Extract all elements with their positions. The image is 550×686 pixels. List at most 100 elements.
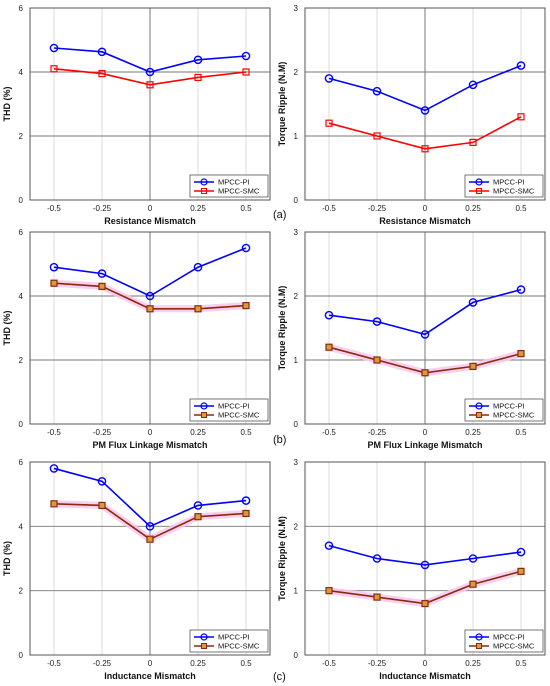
- data-point-mpcc-pi: [516, 61, 526, 70]
- legend-label: MPCC-PI: [218, 402, 250, 411]
- x-tick-label: 0.5: [240, 428, 252, 437]
- x-tick-label: 0: [148, 204, 153, 213]
- data-point-mpcc-smc: [517, 350, 525, 358]
- y-axis-label: Torque Ripple (N.M): [277, 62, 287, 147]
- legend-label: MPCC-PI: [218, 178, 250, 187]
- legend-marker-square: [201, 643, 207, 649]
- x-tick-label: 0.25: [190, 659, 206, 668]
- y-axis-label: THD (%): [2, 87, 12, 122]
- data-point-mpcc-pi: [372, 317, 382, 326]
- x-tick-label: -0.5: [47, 659, 61, 668]
- chart-panel-a-thd: 0 2 4 6 -0.5 -0.25 0 0.25 0.5 Resistance Mismatch…: [2, 4, 271, 226]
- x-axis-label: Inductance Mismatch: [104, 671, 196, 681]
- y-axis-label: Torque Ripple (N.M): [277, 286, 287, 371]
- legend-label: MPCC-SMC: [493, 411, 535, 420]
- y-tick-label: 2: [19, 356, 24, 365]
- x-tick-label: 0.5: [240, 659, 252, 668]
- legend-marker-square: [476, 643, 482, 649]
- x-tick-label: -0.25: [368, 204, 387, 213]
- y-tick-label: 6: [19, 4, 24, 13]
- chart-panel-c-ripple: 0 1 2 3 -0.5 -0.25 0 0.25 0.5 Inductance Mismatch…: [277, 458, 546, 681]
- x-tick-label: 0.5: [515, 204, 527, 213]
- data-point-mpcc-smc: [373, 132, 381, 140]
- series-line-mpcc-smc: [328, 116, 522, 150]
- data-point-mpcc-pi: [468, 554, 478, 563]
- x-tick-label: 0: [423, 659, 428, 668]
- chart-panel-b-thd: 0 2 4 6 -0.5 -0.25 0 0.25 0.5 PM Flux Linkage Mis…: [2, 228, 271, 450]
- x-tick-label: 0.5: [515, 428, 527, 437]
- data-point-mpcc-pi: [241, 51, 251, 61]
- y-tick-label: 3: [294, 4, 299, 13]
- data-point-mpcc-pi: [97, 269, 107, 278]
- series-line-mpcc-pi: [328, 544, 522, 566]
- y-tick-label: 1: [294, 356, 299, 365]
- y-tick-label: 2: [294, 292, 299, 301]
- x-tick-label: 0.25: [190, 428, 206, 437]
- legend-marker-square: [476, 188, 482, 194]
- y-tick-label: 2: [19, 587, 24, 596]
- data-point-mpcc-pi: [324, 310, 334, 320]
- x-tick-label: 0: [423, 204, 428, 213]
- data-point-mpcc-smc: [50, 279, 58, 287]
- plot-frame: [29, 461, 271, 656]
- data-point-mpcc-smc: [98, 282, 106, 290]
- series-line-mpcc-pi: [53, 467, 247, 528]
- y-tick-label: 6: [19, 458, 24, 467]
- x-tick-label: -0.25: [368, 428, 387, 437]
- y-tick-label: 6: [19, 228, 24, 237]
- data-point-mpcc-pi: [193, 262, 203, 272]
- legend-marker-circle: [200, 402, 208, 410]
- data-point-mpcc-smc: [469, 362, 477, 370]
- legend-marker-circle: [200, 178, 208, 186]
- x-tick-label: 0.25: [190, 204, 206, 213]
- x-tick-label: -0.5: [322, 204, 336, 213]
- y-tick-label: 4: [19, 68, 24, 77]
- data-point-mpcc-smc: [146, 81, 154, 89]
- series-line-mpcc-pi: [53, 47, 247, 73]
- data-point-mpcc-pi: [193, 55, 203, 65]
- data-point-mpcc-pi: [241, 243, 251, 253]
- data-point-mpcc-pi: [97, 47, 107, 57]
- data-point-mpcc-smc: [242, 302, 250, 310]
- x-axis-label: Resistance Mismatch: [104, 216, 196, 226]
- plot-frame: [29, 231, 271, 425]
- series-line-mpcc-pi: [328, 64, 522, 112]
- y-tick-label: 0: [19, 196, 24, 205]
- legend-label: MPCC-SMC: [218, 642, 260, 651]
- data-point-mpcc-smc: [517, 113, 525, 121]
- x-tick-label: 0: [423, 428, 428, 437]
- x-axis-label: Resistance Mismatch: [379, 216, 471, 226]
- data-point-mpcc-pi: [324, 74, 334, 83]
- data-point-mpcc-smc: [146, 305, 154, 313]
- data-point-mpcc-pi: [145, 522, 155, 531]
- y-tick-label: 0: [19, 420, 24, 429]
- data-point-mpcc-pi: [97, 476, 107, 486]
- legend-marker-circle: [475, 402, 483, 410]
- x-axis-label: PM Flux Linkage Mismatch: [367, 440, 482, 450]
- chart-panel-a-ripple: 0 1 2 3 -0.5 -0.25 0 0.25 0.5 Resistance Mismatch…: [277, 4, 546, 226]
- legend-marker-square: [201, 188, 207, 194]
- x-tick-label: 0.25: [465, 204, 481, 213]
- data-point-mpcc-smc: [194, 305, 202, 313]
- data-point-mpcc-smc: [421, 145, 429, 153]
- legend-marker-square: [476, 412, 482, 418]
- data-point-mpcc-smc: [469, 580, 477, 588]
- plot-frame: [29, 7, 271, 201]
- data-point-mpcc-smc: [146, 535, 154, 543]
- legend-marker-circle: [200, 633, 208, 641]
- data-point-mpcc-smc: [421, 369, 429, 377]
- legend-label: MPCC-PI: [493, 633, 525, 642]
- legend-marker-square: [201, 412, 207, 418]
- plot-frame: [304, 461, 546, 656]
- legend-label: MPCC-SMC: [493, 642, 535, 651]
- data-point-mpcc-pi: [145, 67, 155, 77]
- y-tick-label: 0: [294, 420, 299, 429]
- y-tick-label: 0: [19, 651, 24, 660]
- data-point-mpcc-pi: [145, 291, 155, 301]
- legend-marker-circle: [475, 633, 483, 641]
- data-point-mpcc-pi: [193, 501, 203, 510]
- y-tick-label: 2: [19, 132, 24, 141]
- x-tick-label: -0.25: [93, 428, 112, 437]
